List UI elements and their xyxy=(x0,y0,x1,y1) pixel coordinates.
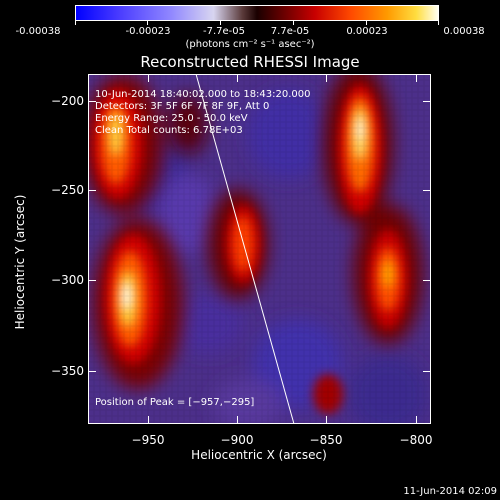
x-tick-label: −850 xyxy=(309,433,343,447)
colorbar-tick-label: 0.00023 xyxy=(346,26,388,37)
y-tick-label: −300 xyxy=(51,273,84,287)
generated-date: 11-Jun-2014 02:09 xyxy=(403,486,497,497)
total-counts-label: Clean Total counts: 6.78E+03 xyxy=(95,125,243,136)
colorbar-tick-marks xyxy=(75,21,439,25)
plot-title: Reconstructed RHESSI Image xyxy=(140,53,360,71)
x-axis-label: Heliocentric X (arcsec) xyxy=(191,448,327,462)
colorbar xyxy=(75,5,439,21)
colorbar-tick-label: -0.00023 xyxy=(125,26,171,37)
y-tick-label: −350 xyxy=(51,364,84,378)
y-tick-label: −200 xyxy=(51,94,84,108)
colorbar-tick-label: -0.00038 xyxy=(15,26,61,37)
colorbar-tick-label: 0.00038 xyxy=(443,26,485,37)
time-range-label: 10-Jun-2014 18:40:02.000 to 18:43:20.000 xyxy=(95,89,311,100)
y-tick-label: −250 xyxy=(51,183,84,197)
energy-range-label: Energy Range: 25.0 - 50.0 keV xyxy=(95,113,248,124)
x-tick-label: −950 xyxy=(131,433,165,447)
peak-position-label: Position of Peak = [−957,−295] xyxy=(95,397,255,408)
image-panel xyxy=(88,74,431,424)
detectors-label: Detectors: 3F 5F 6F 7F 8F 9F, Att 0 xyxy=(95,101,270,112)
colorbar-units: (photons cm⁻² s⁻¹ asec⁻²) xyxy=(185,39,315,50)
y-tick-marks xyxy=(88,74,431,424)
x-tick-label: −900 xyxy=(220,433,254,447)
reconstructed-image xyxy=(88,74,431,424)
x-tick-label: −800 xyxy=(399,433,433,447)
colorbar-tick-label: 7.7e-05 xyxy=(270,26,310,37)
plot-frame xyxy=(88,74,431,424)
y-axis-label: Heliocentric Y (arcsec) xyxy=(13,194,27,330)
colorbar-tick-label: -7.7e-05 xyxy=(203,26,245,37)
limb-line xyxy=(195,74,295,424)
